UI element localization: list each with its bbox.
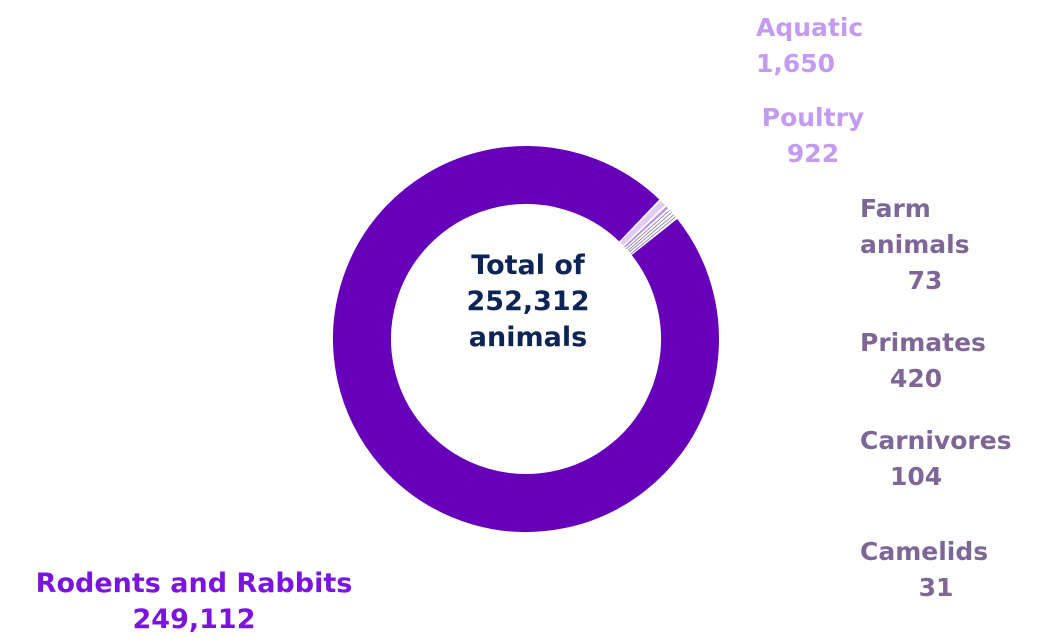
slice-poultry [624, 206, 668, 248]
label-farm-name-1: Farm [860, 194, 931, 223]
slice-rodents-and-rabbits [333, 146, 719, 532]
total-line-3: animals [468, 322, 588, 353]
label-aquatic: Aquatic 1,650 [756, 10, 863, 82]
label-carnivores: Carnivores 104 [860, 423, 1035, 495]
label-primates-name: Primates [860, 328, 986, 357]
label-camelids-name: Camelids [860, 537, 989, 566]
label-carnivores-value: 104 [890, 462, 943, 491]
label-rodents-name: Rodents and Rabbits [35, 568, 353, 599]
label-carnivores-name: Carnivores [860, 426, 1012, 455]
label-aquatic-name: Aquatic [756, 13, 864, 42]
label-primates-value: 420 [890, 364, 943, 393]
slice-camelids [630, 216, 676, 255]
label-aquatic-value: 1,650 [756, 49, 836, 78]
slice-aquatic [620, 200, 665, 246]
slice-carnivores [628, 214, 675, 253]
label-farm-value: 73 [907, 266, 943, 295]
label-poultry-value: 922 [786, 139, 840, 168]
total-line-2: 252,312 [466, 286, 590, 317]
label-poultry: Poultry 922 [754, 100, 872, 172]
slice-farm-animals [626, 209, 671, 250]
total-line-1: Total of [471, 250, 585, 281]
label-camelids-value: 31 [918, 573, 954, 602]
total-label: Total of 252,312 animals [413, 248, 643, 356]
label-primates: Primates 420 [860, 325, 1005, 397]
label-farm-animals: Farm animals 73 [860, 191, 990, 299]
label-rodents-value: 249,112 [132, 604, 256, 635]
label-rodents-rabbits: Rodents and Rabbits 249,112 [8, 566, 380, 638]
label-camelids: Camelids 31 [860, 534, 1012, 606]
label-farm-name-2: animals [860, 230, 970, 259]
slice-primates [627, 211, 672, 251]
donut-slices [333, 146, 719, 532]
label-poultry-name: Poultry [761, 103, 865, 132]
